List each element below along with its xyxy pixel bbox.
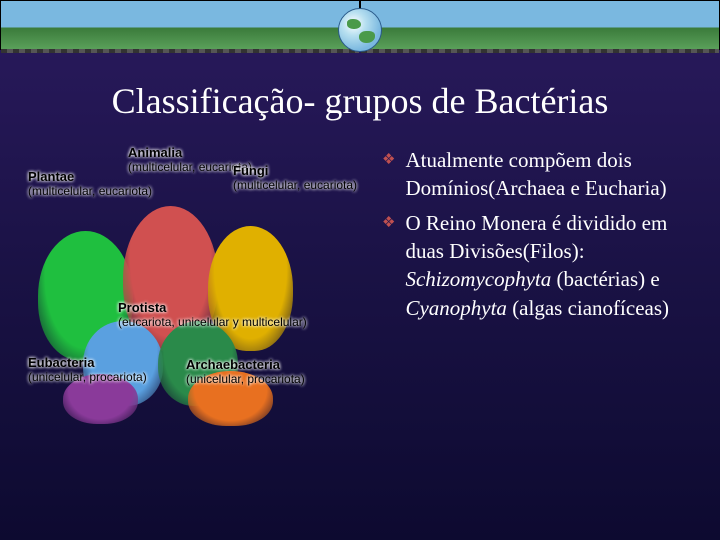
kingdoms-diagram: Plantae(multicelular, eucariota)Animalia… [28, 146, 358, 426]
slide-title: Classificação- grupos de Bactérias [0, 80, 720, 122]
header-banner [0, 0, 720, 52]
bullet-item: ❖Atualmente compõem dois Domínios(Archae… [382, 146, 710, 203]
fungi-label: Fungi(multicelular, eucariota) [233, 164, 357, 193]
content-row: Plantae(multicelular, eucariota)Animalia… [0, 146, 720, 426]
bullet-item: ❖O Reino Monera é dividido em duas Divis… [382, 209, 710, 322]
bullet-text: O Reino Monera é dividido em duas Divisõ… [405, 209, 710, 322]
bullet-marker-icon: ❖ [382, 146, 395, 203]
bullet-text: Atualmente compõem dois Domínios(Archaea… [405, 146, 710, 203]
bullet-list: ❖Atualmente compõem dois Domínios(Archae… [382, 146, 710, 426]
archaebacteria-label: Archaebacteria(unicelular, procariota) [186, 358, 305, 387]
globe-icon [338, 8, 382, 52]
banner-left [0, 0, 360, 50]
banner-right [360, 0, 720, 50]
eubacteria-label: Eubacteria(unicelular, procariota) [28, 356, 147, 385]
protista-label: Protista(eucariota, unicelular y multice… [118, 301, 307, 330]
bullet-marker-icon: ❖ [382, 209, 395, 322]
